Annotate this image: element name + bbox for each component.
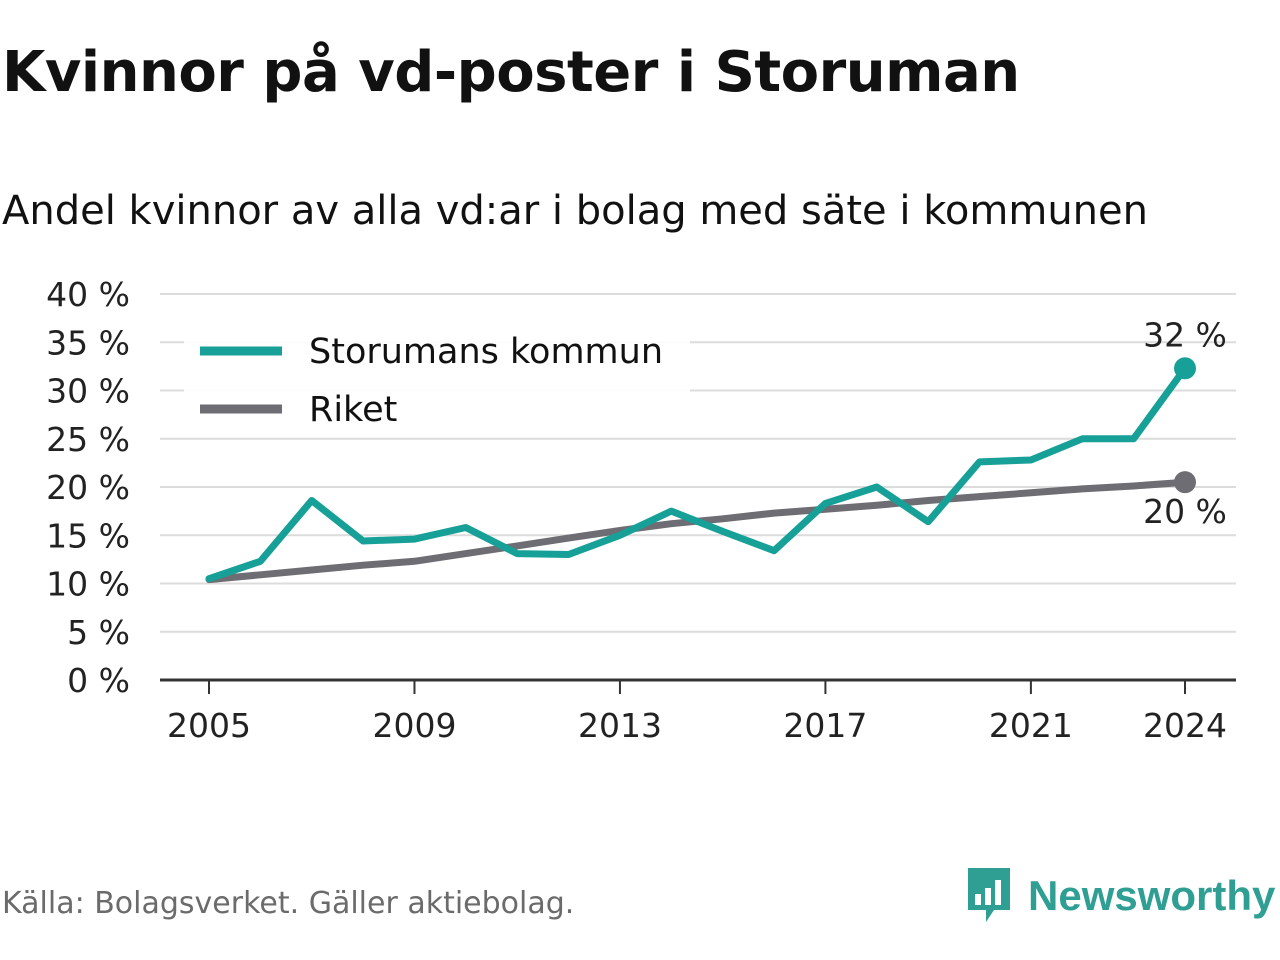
y-tick-label: 15 % [46,516,130,555]
legend-label: Storumans kommun [309,332,663,372]
y-tick-label: 30 % [46,372,130,411]
end-point-riket [1174,471,1196,494]
brand-name: Newsworthy [1028,872,1276,919]
x-tick-label: 2017 [783,706,867,745]
y-tick-label: 20 % [46,468,130,507]
brand-logo: Newsworthy [964,866,1275,926]
end-label-storumans-kommun: 32 % [1143,315,1227,354]
end-label-riket: 20 % [1143,492,1227,531]
end-point-storumans-kommun [1174,357,1196,380]
x-tick-label: 2021 [989,706,1073,745]
x-tick-label: 2024 [1143,706,1227,745]
y-tick-label: 10 % [46,565,130,604]
legend-label: Riket [309,390,397,430]
y-tick-label: 0 % [67,661,130,700]
y-tick-label: 5 % [67,613,130,652]
source-note: Källa: Bolagsverket. Gäller aktiebolag. [2,886,575,921]
y-tick-label: 35 % [46,323,130,362]
newsworthy-logo-icon [968,868,1010,922]
x-tick-label: 2009 [372,706,456,745]
y-tick-label: 40 % [46,275,130,314]
series-line-storumans-kommun [205,364,1189,583]
chart-subtitle: Andel kvinnor av alla vd:ar i bolag med … [2,188,1148,234]
x-tick-label: 2013 [578,706,662,745]
legend-background [184,318,690,436]
chart-title: Kvinnor på vd-poster i Storuman [2,40,1020,105]
y-tick-label: 25 % [46,420,130,459]
x-tick-label: 2005 [167,706,251,745]
